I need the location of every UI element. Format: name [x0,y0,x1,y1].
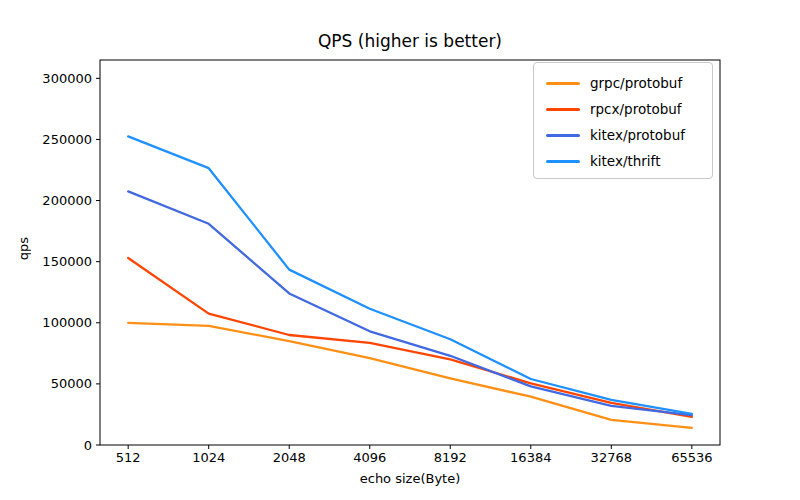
legend-line-swatch [546,160,580,163]
legend-label: grpc/protobuf [590,76,682,90]
x-axis-ticks: 512 1024 2048 4096 8192 16384 32768 65536 [116,445,713,465]
x-tick-label: 32768 [591,450,632,465]
y-tick-label: 50000 [51,376,92,391]
legend-line-swatch [546,82,580,85]
legend-item-grpc-protobuf: grpc/protobuf [534,70,712,96]
series-line-kitex-protobuf [128,191,692,415]
legend-item-kitex-protobuf: kitex/protobuf [534,122,712,148]
x-tick-label: 8192 [434,450,467,465]
y-axis-ticks: 0 50000 100000 150000 200000 250000 300000 [42,71,100,453]
qps-benchmark-figure: QPS (higher is better) 05000010000015000… [0,0,800,500]
legend-line-swatch [546,134,580,137]
series-line-rpcx-protobuf [128,258,692,417]
legend-line-swatch [546,108,580,111]
legend-label: kitex/thrift [590,154,660,168]
y-axis-label: qps [16,237,31,260]
legend-item-kitex-thrift: kitex/thrift [534,148,712,174]
x-tick-label: 1024 [192,450,225,465]
x-tick-label: 512 [116,450,141,465]
y-tick-label: 100000 [42,315,92,330]
legend-label: kitex/protobuf [590,128,685,142]
y-tick-label: 300000 [42,71,92,86]
x-tick-label: 65536 [671,450,712,465]
y-tick-label: 200000 [42,193,92,208]
x-tick-label: 16384 [510,450,551,465]
chart-legend: grpc/protobuf rpcx/protobuf kitex/protob… [533,62,713,179]
legend-item-rpcx-protobuf: rpcx/protobuf [534,96,712,122]
x-tick-label: 2048 [273,450,306,465]
series-line-grpc-protobuf [128,323,692,428]
y-tick-label: 250000 [42,132,92,147]
y-tick-label: 150000 [42,254,92,269]
y-tick-label: 0 [84,438,92,453]
legend-label: rpcx/protobuf [590,102,682,116]
x-axis-label: echo size(Byte) [100,471,720,486]
x-tick-label: 4096 [353,450,386,465]
